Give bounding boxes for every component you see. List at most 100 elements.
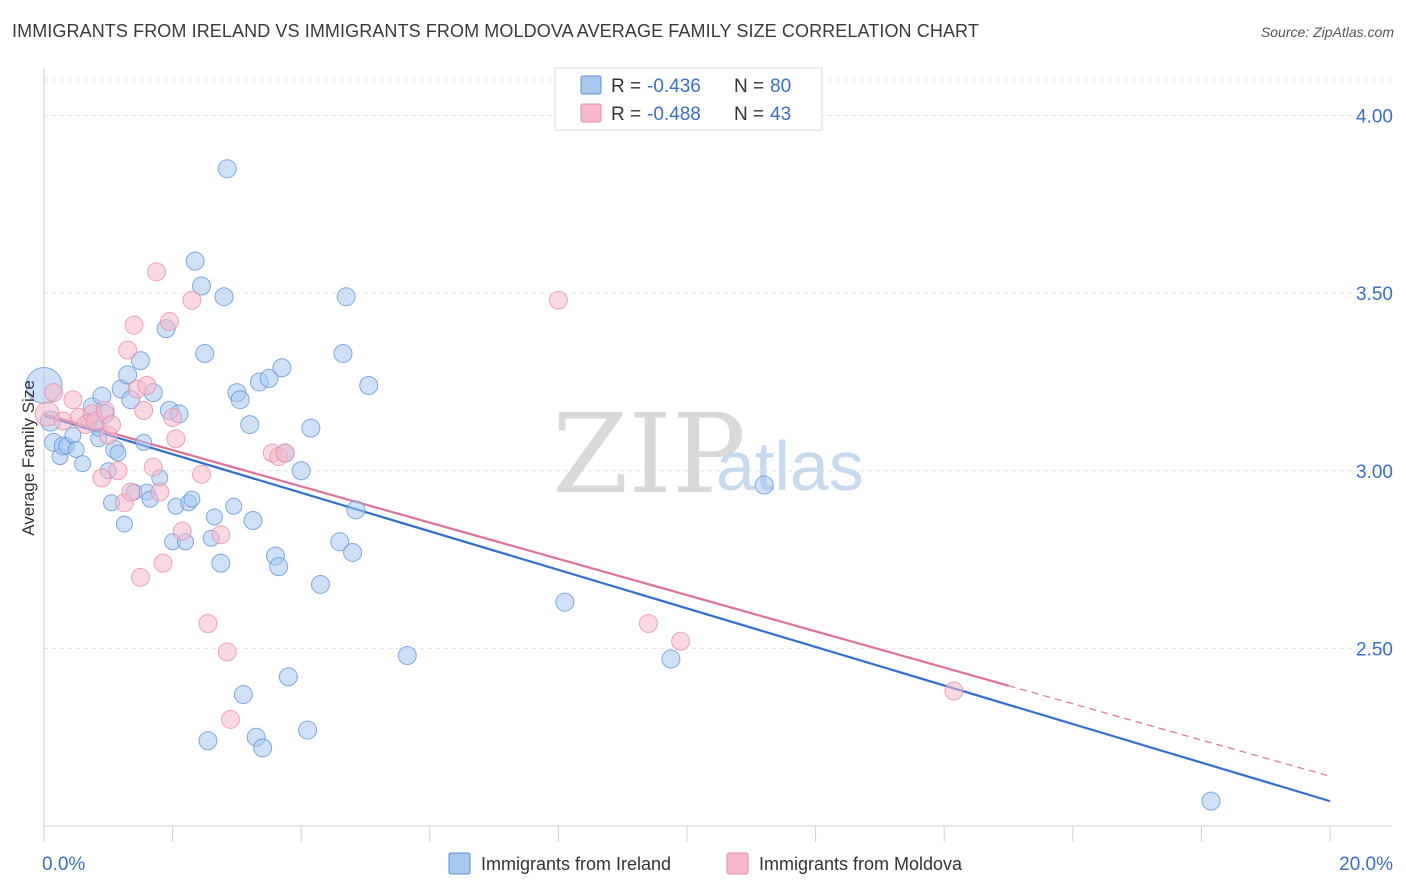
legend-n-value-ireland: 80: [770, 76, 791, 97]
point-ireland: [754, 475, 774, 495]
point-moldova: [166, 429, 186, 449]
grid-lines: [44, 79, 1392, 649]
point-moldova: [134, 400, 154, 420]
point-ireland: [205, 508, 223, 526]
point-ireland: [555, 592, 575, 612]
point-moldova: [92, 468, 112, 488]
x-tick-label-min: 0.0%: [42, 854, 85, 875]
y-tick-label: 3.00: [1356, 462, 1393, 483]
point-moldova: [130, 567, 150, 587]
point-moldova: [163, 407, 183, 427]
point-ireland: [333, 344, 353, 364]
point-ireland: [291, 461, 311, 481]
watermark: ZIP atlas: [552, 390, 864, 518]
legend-r-label-moldova: R =: [611, 104, 641, 125]
point-ireland: [109, 444, 127, 462]
point-ireland: [243, 510, 263, 530]
y-tick-labels: 2.50 3.00 3.50 4.00: [1356, 107, 1393, 661]
watermark-zip: ZIP: [552, 390, 746, 518]
point-ireland: [330, 532, 350, 552]
point-moldova: [220, 709, 240, 729]
point-moldova: [44, 383, 64, 403]
point-moldova: [159, 312, 179, 332]
point-moldova: [548, 290, 568, 310]
point-ireland: [217, 159, 237, 179]
legend: R = -0.436 N = 80 R = -0.488 N = 43: [554, 67, 823, 131]
point-moldova: [182, 290, 202, 310]
point-ireland: [272, 358, 292, 378]
point-moldova: [638, 614, 658, 634]
point-ireland: [233, 685, 253, 705]
point-ireland: [211, 553, 231, 573]
y-tick-label: 3.50: [1356, 284, 1393, 305]
point-ireland: [240, 415, 260, 435]
point-moldova: [150, 482, 170, 502]
point-ireland: [135, 433, 153, 451]
y-tick-label: 4.00: [1356, 107, 1393, 128]
point-ireland: [225, 497, 243, 515]
data-points: [25, 159, 1221, 811]
point-ireland: [298, 720, 318, 740]
chart-title: IMMIGRANTS FROM IRELAND VS IMMIGRANTS FR…: [12, 21, 979, 41]
point-ireland: [115, 515, 133, 533]
point-moldova: [124, 315, 144, 335]
point-ireland: [253, 738, 273, 758]
bottom-legend-label-ireland: Immigrants from Ireland: [481, 854, 671, 874]
point-moldova: [671, 631, 691, 651]
trend-lines: [43, 412, 1331, 803]
point-ireland: [1201, 791, 1221, 811]
point-moldova: [63, 390, 83, 410]
point-moldova: [217, 642, 237, 662]
point-moldova: [275, 443, 295, 463]
axes: [43, 68, 1392, 842]
point-ireland: [195, 344, 215, 364]
point-ireland: [67, 440, 85, 458]
point-ireland: [198, 731, 218, 751]
point-moldova: [118, 340, 138, 360]
point-ireland: [343, 542, 363, 562]
legend-r-value-moldova: -0.488: [647, 104, 701, 125]
point-ireland: [359, 376, 379, 396]
bottom-legend-swatch-ireland: [448, 852, 471, 875]
point-moldova: [211, 525, 231, 545]
point-ireland: [269, 557, 289, 577]
point-moldova: [172, 521, 192, 541]
bottom-legend: Immigrants from Ireland Immigrants from …: [448, 852, 963, 875]
point-ireland: [183, 490, 201, 508]
legend-swatch-moldova: [580, 103, 602, 123]
point-moldova: [192, 464, 212, 484]
watermark-atlas: atlas: [716, 427, 864, 505]
point-ireland: [185, 251, 205, 271]
point-ireland: [310, 574, 330, 594]
bottom-legend-label-moldova: Immigrants from Moldova: [759, 854, 963, 874]
legend-r-label-ireland: R =: [611, 76, 641, 97]
point-ireland: [397, 645, 417, 665]
trend-line-moldova: [43, 412, 1009, 687]
legend-n-label-ireland: N =: [734, 76, 764, 97]
point-moldova: [102, 415, 122, 435]
point-ireland: [74, 455, 92, 473]
y-tick-label: 2.50: [1356, 639, 1393, 660]
point-moldova: [944, 681, 964, 701]
point-ireland: [301, 418, 321, 438]
source-label: Source: ZipAtlas.com: [1260, 24, 1394, 40]
point-moldova: [137, 376, 157, 396]
y-axis-label: Average Family Size: [19, 380, 38, 536]
legend-swatch-ireland: [580, 75, 602, 95]
trend-line-ireland: [43, 414, 1331, 803]
trend-line-extension-moldova: [1008, 685, 1331, 777]
point-moldova: [121, 482, 141, 502]
x-tick-labels: 0.0% 20.0%: [42, 854, 1393, 875]
point-moldova: [147, 262, 167, 282]
point-ireland: [214, 287, 234, 307]
x-tick-label-max: 20.0%: [1339, 854, 1393, 875]
point-moldova: [108, 461, 128, 481]
point-ireland: [130, 351, 150, 371]
legend-n-label-moldova: N =: [734, 104, 764, 125]
bottom-legend-swatch-moldova: [726, 852, 749, 875]
point-ireland: [259, 368, 279, 388]
point-ireland: [278, 667, 298, 687]
point-moldova: [53, 411, 73, 431]
point-ireland: [230, 390, 250, 410]
